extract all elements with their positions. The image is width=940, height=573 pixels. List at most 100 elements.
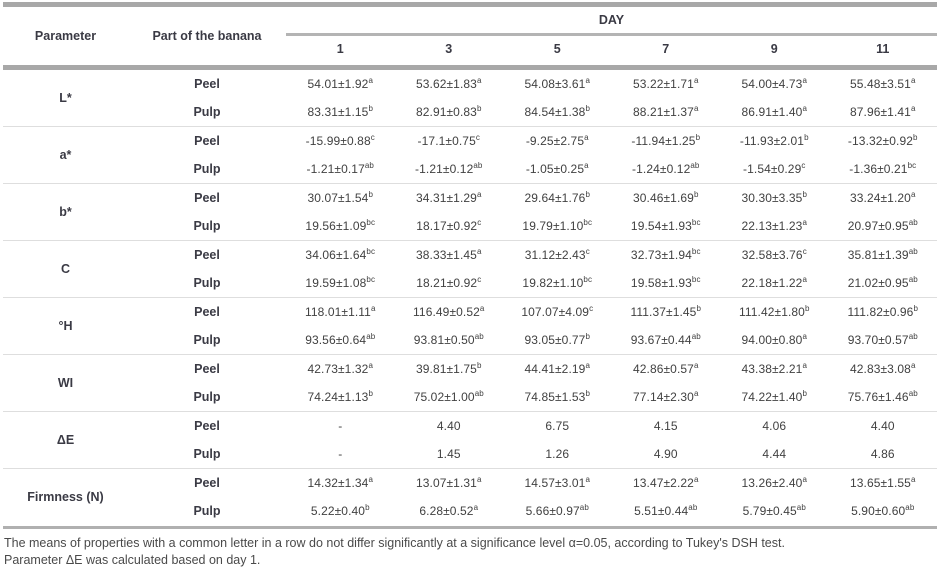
column-header-parameter: Parameter — [34, 29, 97, 43]
significance-letter: b — [802, 389, 808, 398]
parameter-cell: °H — [3, 297, 128, 355]
value-cell: 30.07±1.54b — [286, 183, 395, 212]
value-cell: -11.93±2.01b — [720, 126, 829, 155]
significance-letter: a — [802, 361, 808, 370]
significance-letter: bc — [366, 218, 376, 227]
significance-letter: a — [585, 475, 591, 484]
value-cell: 93.56±0.64ab — [305, 332, 376, 348]
significance-letter: ab — [688, 503, 698, 512]
value-cell: 4.40 — [828, 411, 937, 440]
table-row: ΔE Peel -4.40 6.75 4.15 4.06 4.40 — [3, 411, 937, 469]
significance-letter: b — [913, 133, 918, 142]
parameter-cell: L* — [59, 91, 72, 105]
footnote-line-2: Parameter ΔE was calculated based on day… — [4, 553, 261, 567]
parameter-cell: C — [3, 240, 128, 298]
value-cell: -1.24±0.12ab — [632, 161, 700, 177]
significance-letter: a — [368, 475, 374, 484]
significance-letter: ab — [905, 503, 915, 512]
column-header-day-5: 5 — [553, 42, 561, 56]
significance-letter: b — [585, 332, 591, 341]
significance-letter: ab — [474, 332, 484, 341]
value-cell: 53.62±1.83a — [415, 76, 482, 92]
value-cell: 32.73±1.94bc — [611, 240, 720, 269]
value-cell: 93.05±0.77b — [524, 332, 591, 348]
value-cell: 111.82±0.96b — [828, 297, 937, 326]
value-cell: 4.86 — [870, 447, 895, 461]
value-cell: 30.30±3.35b — [720, 183, 829, 212]
value-cell: 19.56±1.09bc — [305, 218, 376, 234]
header-row-day-group: Parameter Part of the banana DAY — [3, 7, 937, 43]
significance-letter: a — [693, 104, 699, 113]
significance-letter: ab — [908, 332, 918, 341]
value-cell: 5.22±0.40b — [310, 503, 370, 519]
significance-letter: b — [365, 503, 370, 512]
significance-letter: a — [910, 190, 916, 199]
value-cell: 19.54±1.93bc — [630, 218, 701, 234]
value-cell: 13.26±2.40a — [720, 468, 829, 497]
significance-letter: a — [802, 275, 808, 284]
significance-letter: a — [585, 76, 591, 85]
significance-letter: a — [473, 503, 479, 512]
table-row: b* Peel 30.07±1.54b 34.31±1.29a 29.64±1.76b 3… — [3, 183, 937, 241]
significance-letter: a — [693, 389, 699, 398]
part-cell: Peel — [128, 240, 286, 269]
significance-letter: a — [802, 332, 808, 341]
table-row: L* Peel 54.01±1.92a 53.62±1.83a 54.08±3.61a 5… — [3, 68, 937, 106]
value-cell: - — [338, 447, 343, 461]
value-cell: 14.32±1.34a — [286, 468, 395, 497]
value-cell: 86.91±1.40a — [741, 104, 808, 120]
value-cell: 22.13±1.23a — [741, 218, 808, 234]
part-cell: Peel — [128, 183, 286, 212]
significance-letter: b — [804, 133, 809, 142]
value-cell: 4.40 — [394, 411, 503, 440]
table-header: Parameter Part of the banana DAY 1 3 5 7… — [3, 7, 937, 68]
value-cell: 1.26 — [545, 447, 570, 461]
part-cell: Pulp — [193, 162, 221, 176]
table-bottom-rule — [3, 526, 937, 529]
value-cell: 82.91±0.83b — [415, 104, 482, 120]
value-cell: 5.79±0.45ab — [742, 503, 806, 519]
significance-letter: ab — [908, 218, 918, 227]
significance-letter: c — [370, 133, 375, 142]
value-cell: 39.81±1.75b — [394, 354, 503, 383]
value-cell: 6.75 — [503, 411, 612, 440]
significance-letter: a — [368, 76, 374, 85]
header-row-day-numbers: 1 3 5 7 9 11 — [3, 35, 937, 68]
parameter-cell: b* — [3, 183, 128, 241]
parameter-cell: ΔE — [3, 411, 128, 469]
significance-letter: a — [476, 247, 482, 256]
value-cell: 116.49±0.52a — [394, 297, 503, 326]
part-cell: Pulp — [193, 504, 221, 518]
significance-letter: a — [585, 361, 591, 370]
significance-letter: b — [368, 190, 374, 199]
table-row: Pulp 5.22±0.40b 6.28±0.52a 5.66±0.97ab 5.51±… — [3, 497, 937, 525]
part-cell: Pulp — [193, 333, 221, 347]
significance-letter: a — [802, 475, 808, 484]
value-cell: 75.02±1.00ab — [413, 389, 484, 405]
value-cell: 87.96±1.41a — [849, 104, 916, 120]
value-cell: 107.07±4.09c — [503, 297, 612, 326]
value-cell: 53.22±1.71a — [632, 76, 699, 92]
part-cell: Pulp — [193, 447, 221, 461]
value-cell: 19.59±1.08bc — [305, 275, 376, 291]
significance-letter: b — [804, 304, 810, 313]
part-cell: Pulp — [193, 276, 221, 290]
value-cell: -13.32±0.92b — [828, 126, 937, 155]
significance-letter: a — [693, 475, 699, 484]
parameter-cell: WI — [3, 354, 128, 412]
value-cell: 18.21±0.92c — [416, 275, 482, 291]
value-cell: 35.81±1.39ab — [828, 240, 937, 269]
significance-letter: a — [476, 475, 482, 484]
value-cell: - — [286, 411, 395, 440]
value-cell: 88.21±1.37a — [632, 104, 699, 120]
significance-letter: a — [802, 104, 808, 113]
significance-letter: a — [476, 76, 482, 85]
value-cell: 19.79±1.10bc — [522, 218, 593, 234]
part-cell: Peel — [128, 297, 286, 326]
significance-letter: c — [801, 161, 806, 170]
value-cell: 30.46±1.69b — [611, 183, 720, 212]
value-cell: -1.21±0.17ab — [306, 161, 374, 177]
significance-letter: a — [910, 76, 916, 85]
table-row: a* Peel -15.99±0.88c -17.1±0.75c -9.25±2.75a… — [3, 126, 937, 184]
part-cell: Pulp — [193, 105, 221, 119]
